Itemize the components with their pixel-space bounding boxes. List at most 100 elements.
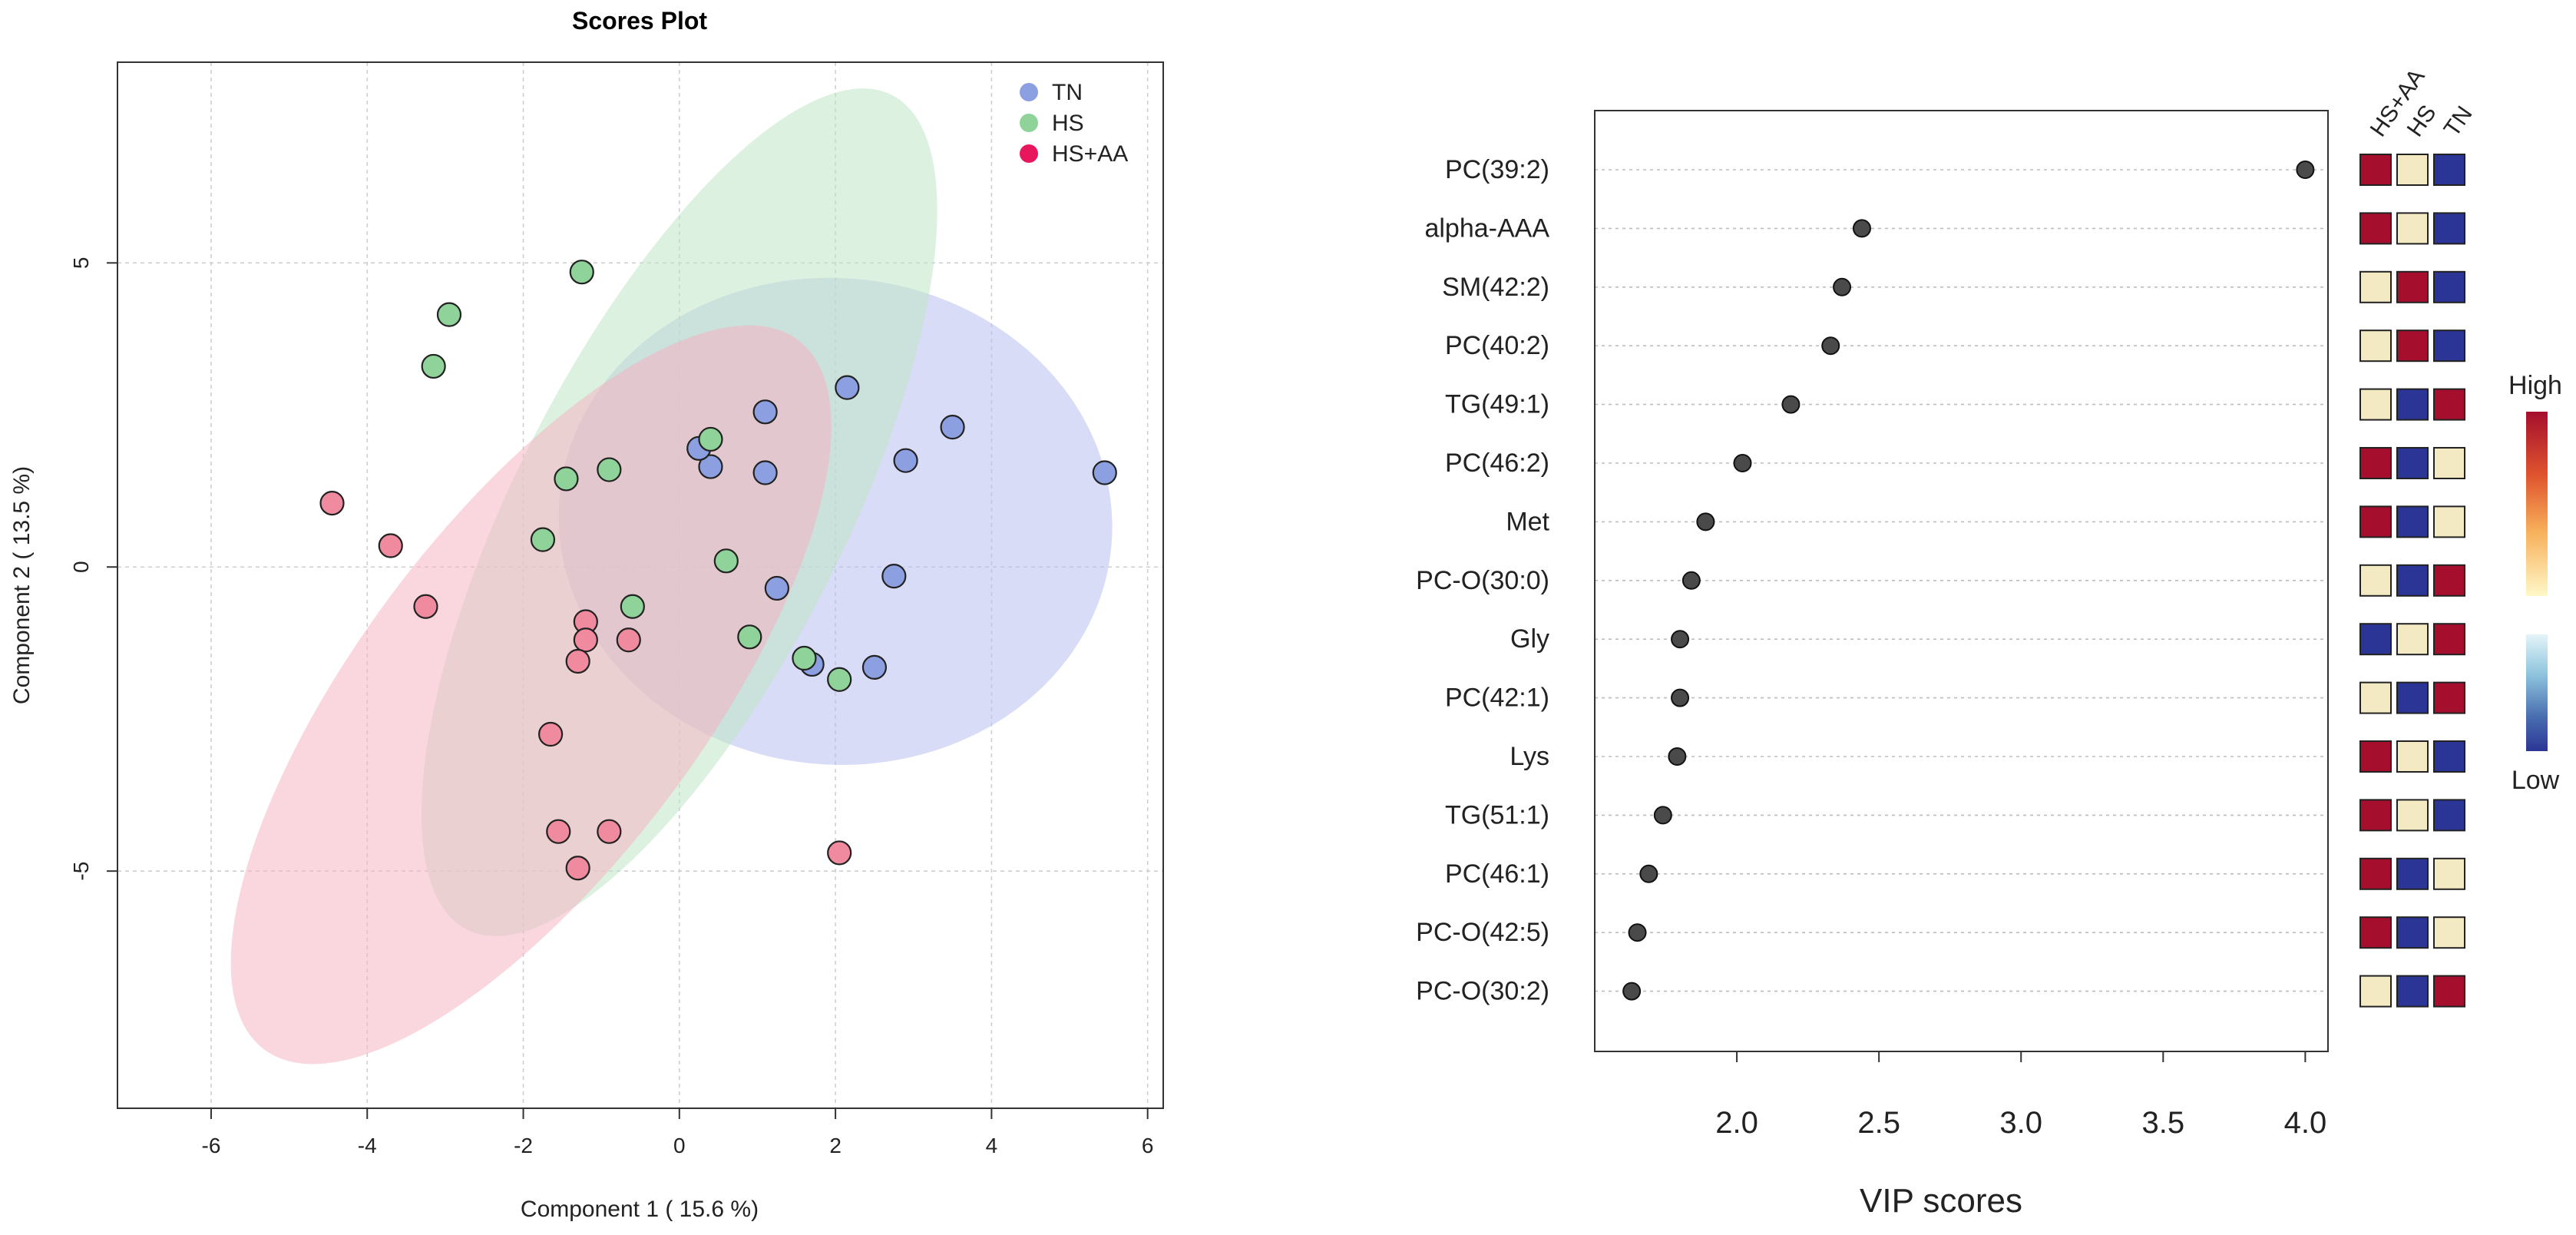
point-hs-aa (565, 648, 590, 674)
vip-dot (1696, 512, 1715, 531)
vip-dot (1653, 806, 1672, 825)
heatmap-cell (2359, 681, 2392, 714)
vip-x-tick-label: 2.5 (1857, 1106, 1900, 1140)
point-tn (752, 460, 778, 485)
point-tn (940, 415, 965, 440)
heatmap-cell (2359, 623, 2392, 656)
scores-plot-title: Scores Plot (572, 7, 707, 35)
point-tn (861, 654, 888, 680)
vip-feature-label: PC(42:1) (1445, 684, 1549, 713)
scores-y-tick-label: 0 (69, 561, 93, 573)
heatmap-cell (2359, 447, 2392, 479)
heatmap-cell (2433, 505, 2465, 538)
scores-plot-panel: Scores Plot -6 -4 -2 0 2 4 6 -5 0 5 Component 1 … (9, 7, 1164, 1222)
point-hs-aa (378, 533, 403, 558)
vip-dot (1682, 571, 1701, 590)
colorbar-high-label: High (2508, 371, 2562, 400)
vip-dot (1833, 277, 1852, 296)
vip-feature-label: PC(40:2) (1445, 331, 1549, 360)
heatmap-cell (2396, 329, 2429, 363)
point-tn (881, 564, 907, 589)
vip-colorbar (2526, 412, 2548, 751)
point-hs-aa (573, 627, 598, 653)
vip-dot (1639, 864, 1658, 883)
vip-x-ticks: 2.0 2.5 3.0 3.5 4.0 (1715, 1051, 2326, 1140)
point-hs-aa (616, 627, 641, 653)
vip-x-tick-label: 4.0 (2284, 1106, 2327, 1140)
point-hs (421, 353, 446, 379)
colorbar-low-label: Low (2512, 766, 2560, 795)
heatmap-cell (2433, 623, 2465, 656)
vip-x-tick-label: 2.0 (1715, 1106, 1758, 1140)
heatmap-cell (2433, 681, 2465, 714)
vip-feature-label: Met (1506, 507, 1549, 536)
heatmap-cell (2433, 329, 2465, 363)
heatmap-cell (2359, 916, 2392, 949)
heatmap-cell (2433, 975, 2465, 1008)
point-hs (792, 645, 817, 671)
colorbar-high-segment (2526, 412, 2548, 596)
vip-feature-label: PC-O(30:0) (1416, 566, 1549, 595)
point-hs (737, 624, 762, 650)
heatmap-cell (2433, 857, 2465, 890)
vip-feature-label: Gly (1510, 624, 1549, 654)
heatmap-cell (2359, 799, 2392, 832)
vip-feature-label: PC-O(30:2) (1416, 977, 1549, 1006)
point-hs-aa (827, 840, 852, 866)
heatmap-cell (2433, 212, 2465, 245)
heatmap-cell (2433, 388, 2465, 421)
legend-swatch (1020, 114, 1038, 132)
point-tn (752, 399, 778, 425)
point-tn (893, 448, 918, 473)
heatmap-cell (2396, 564, 2429, 597)
heatmap-cell (2396, 799, 2429, 832)
point-hs (827, 667, 852, 692)
heatmap-cell (2396, 270, 2429, 303)
scores-x-tick-label: -4 (358, 1134, 377, 1157)
scores-x-tick-label: -2 (514, 1134, 533, 1157)
vip-x-axis-label: VIP scores (1860, 1182, 2022, 1220)
point-hs-aa (319, 490, 345, 516)
point-hs (530, 527, 556, 552)
heatmap-cell (2396, 975, 2429, 1008)
vip-feature-label: SM(42:2) (1442, 273, 1549, 302)
heatmap-cell (2396, 857, 2429, 890)
point-hs-aa (538, 721, 564, 747)
heatmap-cell (2359, 740, 2392, 773)
ellipse-hs-aa (230, 325, 832, 1064)
point-hs-aa (413, 594, 438, 619)
scores-x-tick-label: 2 (829, 1134, 842, 1157)
point-hs (436, 302, 462, 327)
vip-feature-label: TG(51:1) (1445, 800, 1549, 829)
point-hs-aa (546, 819, 571, 844)
vip-x-tick-label: 3.5 (2142, 1106, 2185, 1140)
point-hs (554, 466, 579, 492)
heatmap-cell (2396, 623, 2429, 656)
scores-plot-frame (117, 61, 1164, 1109)
heatmap-cell (2359, 388, 2392, 421)
scores-ellipses (230, 88, 1113, 1064)
heatmap-cell (2359, 505, 2392, 538)
vip-dot (1622, 982, 1642, 1001)
point-hs (713, 548, 739, 574)
heatmap-cell (2359, 154, 2392, 186)
heatmap-cell (2396, 154, 2429, 186)
heatmap-cell (2396, 212, 2429, 245)
scores-x-tick-label: 6 (1142, 1134, 1154, 1157)
scores-y-axis-label: Component 2 ( 13.5 %) (9, 466, 35, 704)
heatmap-cell (2433, 799, 2465, 832)
heatmap-cell (2359, 564, 2392, 597)
heatmap-cell (2433, 270, 2465, 303)
scores-y-tick-label: -5 (69, 862, 93, 881)
vip-dots (1622, 161, 2315, 1001)
vip-feature-label: TG(49:1) (1445, 390, 1549, 419)
vip-heatmap (2359, 154, 2465, 1008)
scores-x-tick-label: 4 (986, 1134, 998, 1157)
heatmap-cell (2359, 212, 2392, 245)
point-hs-aa (565, 856, 590, 881)
legend-label: HS (1052, 111, 1084, 136)
point-hs (569, 260, 594, 285)
vip-dot (1671, 688, 1690, 707)
point-tn (1092, 460, 1117, 485)
